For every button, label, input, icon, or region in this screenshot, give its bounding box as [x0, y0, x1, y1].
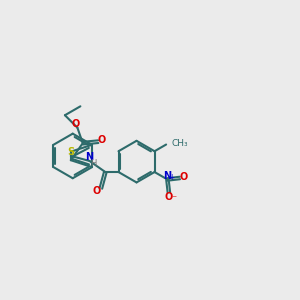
- Text: O: O: [93, 186, 101, 196]
- Text: N: N: [163, 171, 171, 181]
- Text: CH₃: CH₃: [172, 139, 188, 148]
- Text: O: O: [164, 192, 172, 202]
- Text: N: N: [85, 152, 94, 162]
- Text: S: S: [67, 147, 74, 157]
- Text: O: O: [72, 118, 80, 128]
- Text: ⁻: ⁻: [171, 194, 176, 204]
- Text: O: O: [180, 172, 188, 182]
- Text: H: H: [91, 158, 97, 167]
- Text: +: +: [168, 173, 174, 182]
- Text: O: O: [98, 136, 106, 146]
